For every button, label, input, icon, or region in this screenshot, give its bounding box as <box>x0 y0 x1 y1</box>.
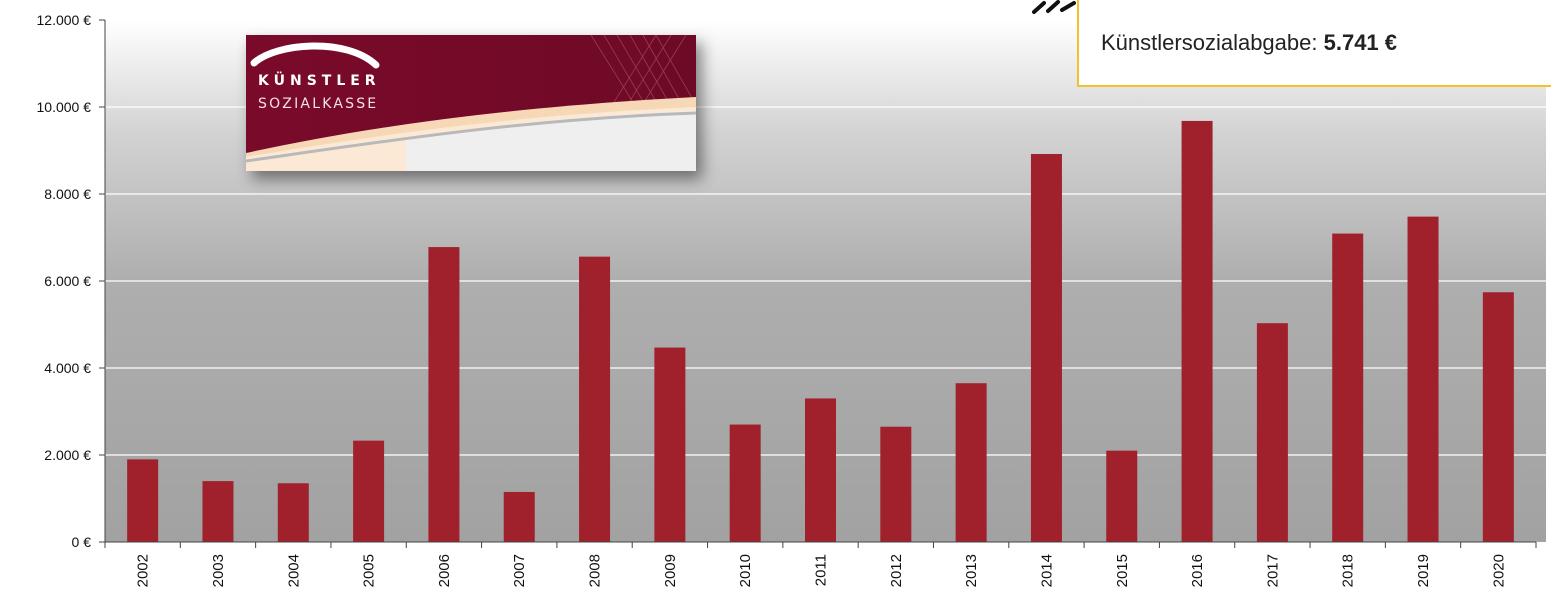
x-tick-label: 2014 <box>1038 554 1055 587</box>
handwriting-scribble <box>1032 0 1076 14</box>
bar-2020 <box>1482 292 1514 542</box>
bar-2012 <box>880 426 912 542</box>
bar-2004 <box>277 483 309 542</box>
x-tick-label: 2005 <box>361 554 378 587</box>
bar-2016 <box>1181 120 1213 543</box>
bar-2014 <box>1030 153 1062 543</box>
y-tick-label: 12.000 € <box>37 12 92 28</box>
bar-2003 <box>202 481 234 542</box>
x-tick-label: 2015 <box>1114 554 1131 587</box>
x-tick-label: 2004 <box>285 554 302 587</box>
y-tick-label: 10.000 € <box>37 99 92 115</box>
callout-text: Künstlersozialabgabe: 5.741 € <box>1101 30 1397 56</box>
bar-2010 <box>729 424 761 542</box>
x-tick-label: 2013 <box>963 554 980 587</box>
x-tick-label: 2011 <box>813 554 830 586</box>
logo-line-1: KÜNSTLER <box>258 73 381 89</box>
x-tick-label: 2017 <box>1264 554 1281 587</box>
y-tick-label: 4.000 € <box>44 360 91 376</box>
y-tick-label: 2.000 € <box>44 447 91 463</box>
x-tick-label: 2018 <box>1340 554 1357 587</box>
bar-2018 <box>1332 233 1364 542</box>
y-tick-label: 6.000 € <box>44 273 91 289</box>
x-tick-label: 2006 <box>436 554 453 587</box>
bar-2009 <box>654 347 686 542</box>
bar-2008 <box>579 256 611 542</box>
x-tick-label: 2009 <box>662 554 679 587</box>
bar-2019 <box>1407 216 1439 542</box>
x-tick-label: 2020 <box>1490 554 1507 587</box>
x-tick-label: 2007 <box>511 554 528 587</box>
x-tick-label: 2012 <box>888 554 905 587</box>
logo-line-2: SOZIALKASSE <box>258 96 379 112</box>
callout-value: 5.741 € <box>1323 30 1398 55</box>
bar-2002 <box>127 459 159 542</box>
x-tick-label: 2002 <box>135 554 152 587</box>
bar-2007 <box>503 491 535 542</box>
callout-label: Künstlersozialabgabe: <box>1101 30 1318 55</box>
x-tick-label: 2010 <box>737 554 754 587</box>
bar-2006 <box>428 247 460 542</box>
bar-2011 <box>805 398 836 542</box>
x-tick-label: 2008 <box>587 554 604 587</box>
callout-box: Künstlersozialabgabe: 5.741 € <box>1077 0 1551 87</box>
kuenstlersozialkasse-logo: KÜNSTLER SOZIALKASSE <box>246 35 696 171</box>
y-tick-label: 0 € <box>72 534 92 550</box>
bar-2013 <box>955 383 987 542</box>
y-tick-label: 8.000 € <box>44 186 91 202</box>
bar-2015 <box>1106 450 1138 542</box>
x-tick-label: 2016 <box>1189 554 1206 587</box>
x-tick-label: 2003 <box>210 554 227 587</box>
bar-2005 <box>353 440 385 542</box>
bar-2017 <box>1256 323 1288 542</box>
x-tick-label: 2019 <box>1415 554 1432 587</box>
